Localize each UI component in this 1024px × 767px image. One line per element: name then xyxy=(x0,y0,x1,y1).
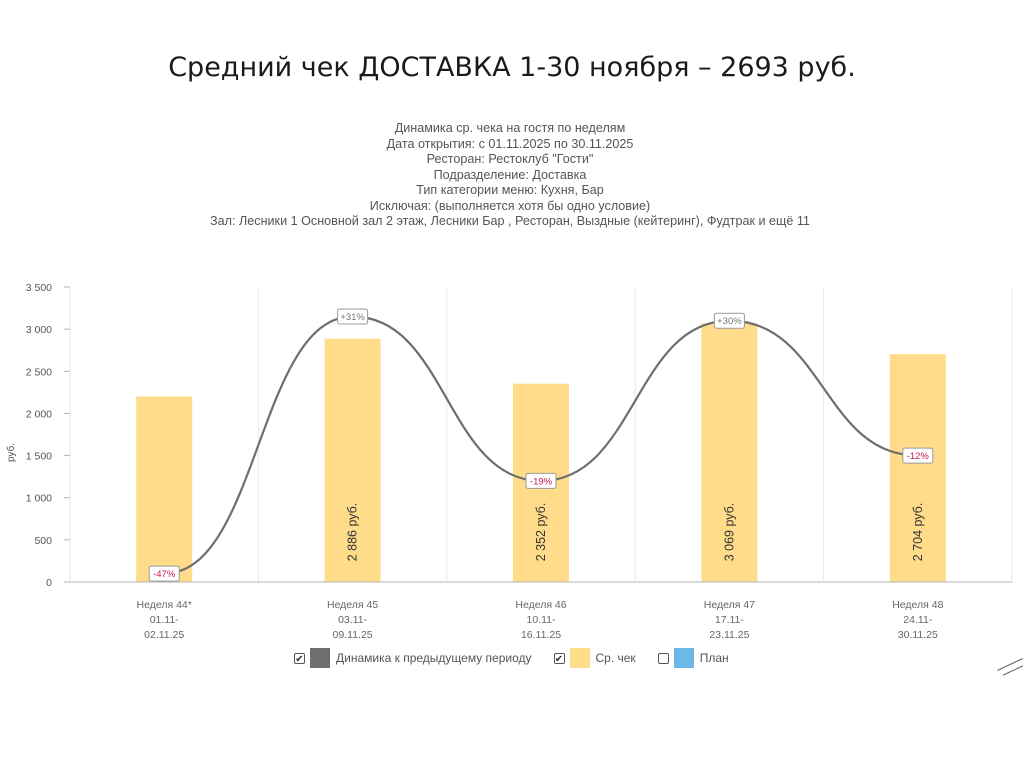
bar xyxy=(889,354,946,582)
y-tick-label: 0 xyxy=(46,577,52,589)
legend-checkbox-avg-check[interactable]: ✔ xyxy=(553,652,565,665)
legend-swatch-dynamics xyxy=(310,648,330,668)
report-header-line: Дата открытия: с 01.11.2025 по 30.11.202… xyxy=(386,136,634,151)
y-tick-label: 3 000 xyxy=(26,324,52,336)
report-header-line: Ресторан: Рестоклуб "Гости" xyxy=(426,152,594,166)
x-tick-label: 09.11.25 xyxy=(333,629,373,641)
bar xyxy=(136,396,193,582)
legend-swatch-plan xyxy=(673,648,694,668)
pct-label: +30% xyxy=(717,316,742,327)
legend-item-plan[interactable]: План xyxy=(657,648,729,668)
edge-decoration xyxy=(997,658,1023,671)
bar-line-chart: 0 500 1 000 1 500 2 000 2 500 3 000 3 500 руб. 2 … xyxy=(5,282,1013,641)
y-tick-label: 1 500 xyxy=(26,451,52,463)
x-tick-label: 02.11.25 xyxy=(144,629,184,641)
report-header-line: Исключая: (выполняется хотя бы одно усло… xyxy=(369,198,651,213)
legend-item-avg-check[interactable]: ✔ Ср. чек xyxy=(553,648,636,668)
legend-label-dynamics: Динамика к предыдущему периоду xyxy=(336,651,532,665)
y-tick-label: 3 500 xyxy=(26,282,52,294)
x-tick-label: Неделя 44* xyxy=(137,599,192,611)
x-tick-label: 16.11.25 xyxy=(521,629,561,641)
report-header-line: Тип категории меню: Кухня, Бар xyxy=(416,183,604,197)
pct-label-box xyxy=(148,565,180,582)
x-tick-label: 03.11- xyxy=(338,614,367,626)
legend-checkbox-dynamics[interactable]: ✔ xyxy=(294,652,305,665)
pct-label: -12% xyxy=(907,451,930,462)
x-tick-label: Неделя 45 xyxy=(327,599,378,611)
bar-value-label: 2 352 руб. xyxy=(534,503,548,562)
legend-item-dynamics[interactable]: ✔ Динамика к предыдущему периоду xyxy=(294,648,532,668)
x-tick-label: Неделя 47 xyxy=(704,599,755,611)
legend-label-avg-check: Ср. чек xyxy=(595,651,636,665)
pct-label-box xyxy=(525,472,557,489)
bar-value-label: 3 069 руб. xyxy=(722,503,736,562)
pct-label-box xyxy=(713,312,745,329)
x-tick-label: 23.11.25 xyxy=(709,629,749,641)
y-tick-label: 500 xyxy=(34,535,52,547)
chart-legend: ✔ Динамика к предыдущему периоду ✔ Ср. ч… xyxy=(294,648,751,668)
report-header-line: Подразделение: Доставка xyxy=(433,167,587,182)
y-tick-label: 1 000 xyxy=(26,493,52,505)
pct-label: -47% xyxy=(153,569,176,580)
bar-value-label: 2 704 руб. xyxy=(911,503,925,562)
y-axis-label: руб. xyxy=(5,443,17,462)
bar xyxy=(324,338,381,582)
pct-label-box xyxy=(902,447,934,464)
x-tick-label: 24.11- xyxy=(903,614,932,626)
x-tick-label: 01.11- xyxy=(150,614,179,626)
x-tick-label: 30.11.25 xyxy=(898,629,938,641)
x-tick-label: Неделя 46 xyxy=(515,599,566,611)
y-tick-label: 2 000 xyxy=(26,408,52,420)
slide-title: Средний чек ДОСТАВКА 1-30 ноября – 2693 … xyxy=(168,52,856,83)
pct-label: -19% xyxy=(530,476,553,487)
bar xyxy=(701,323,758,582)
report-header-line: Динамика ср. чека на гостя по неделям xyxy=(394,121,626,135)
x-tick-label: 17.11- xyxy=(715,614,744,626)
legend-checkbox-plan[interactable] xyxy=(657,652,669,664)
bar-value-label: 2 886 руб. xyxy=(346,503,360,562)
x-tick-label: Неделя 48 xyxy=(892,599,943,611)
report-header: Динамика ср. чека на гостя по неделям Да… xyxy=(160,121,860,230)
x-tick-label: 10.11- xyxy=(527,614,556,626)
legend-label-plan: План xyxy=(699,651,729,665)
report-header-line: Зал: Лесники 1 Основной зал 2 этаж, Лесн… xyxy=(210,214,810,228)
legend-swatch-avg-check xyxy=(569,648,590,668)
pct-label-box xyxy=(337,308,369,325)
y-tick-label: 2 500 xyxy=(26,366,52,378)
pct-label: +31% xyxy=(340,312,365,323)
